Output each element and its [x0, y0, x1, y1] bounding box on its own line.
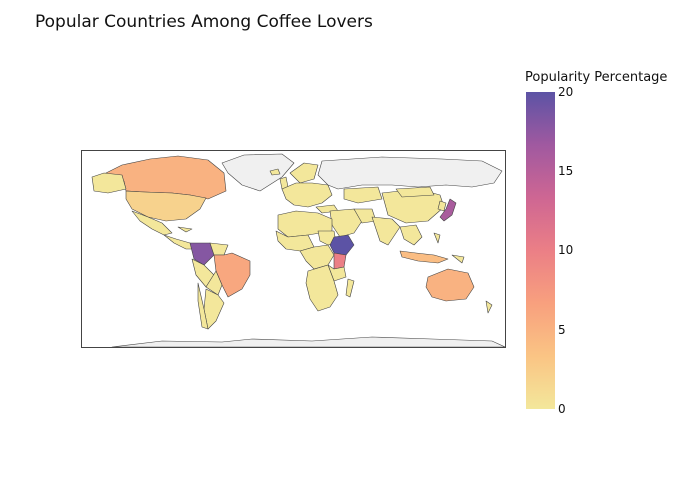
country-papua-new-guinea[interactable] — [451, 254, 465, 264]
map-frame — [81, 150, 506, 348]
colorbar-tick: 20 — [558, 85, 574, 99]
country-colombia[interactable] — [189, 242, 215, 266]
country-kazakhstan[interactable] — [343, 186, 383, 204]
country-central-america[interactable] — [163, 234, 195, 250]
country-alaska[interactable] — [91, 172, 127, 194]
country-bolivia[interactable] — [205, 270, 223, 296]
country-united-states[interactable] — [125, 190, 207, 222]
country-indonesia[interactable] — [399, 250, 449, 264]
country-india[interactable] — [371, 216, 401, 246]
country-korea[interactable] — [437, 200, 447, 212]
colorbar-tick: 0 — [558, 402, 566, 416]
country-cuba[interactable] — [177, 226, 193, 233]
country-mexico[interactable] — [131, 210, 173, 236]
country-southeast-asia[interactable] — [399, 224, 423, 246]
country-scandinavia[interactable] — [289, 162, 319, 184]
country-southern-africa[interactable] — [305, 264, 339, 312]
country-europe[interactable] — [281, 182, 333, 208]
country-central-africa[interactable] — [299, 244, 335, 270]
world-map[interactable] — [82, 151, 505, 347]
country-antarctica[interactable] — [111, 336, 505, 347]
country-australia[interactable] — [425, 268, 475, 302]
country-greenland[interactable] — [221, 153, 295, 192]
colorbar-tick: 15 — [558, 164, 574, 178]
country-mongolia[interactable] — [395, 186, 435, 198]
country-ethiopia[interactable] — [329, 234, 355, 256]
chart-title: Popular Countries Among Coffee Lovers — [35, 12, 373, 32]
country-japan[interactable] — [439, 198, 457, 222]
country-russia[interactable] — [317, 156, 503, 190]
country-chile[interactable] — [197, 282, 209, 330]
colorbar — [526, 92, 555, 409]
colorbar-title: Popularity Percentage — [525, 70, 668, 85]
colorbar-tick: 10 — [558, 243, 574, 257]
colorbar-tick: 5 — [558, 323, 566, 337]
country-new-zealand[interactable] — [485, 300, 493, 314]
country-madagascar[interactable] — [345, 278, 355, 298]
country-philippines[interactable] — [433, 232, 441, 244]
country-iceland[interactable] — [269, 168, 281, 176]
country-kenya[interactable] — [333, 252, 347, 270]
